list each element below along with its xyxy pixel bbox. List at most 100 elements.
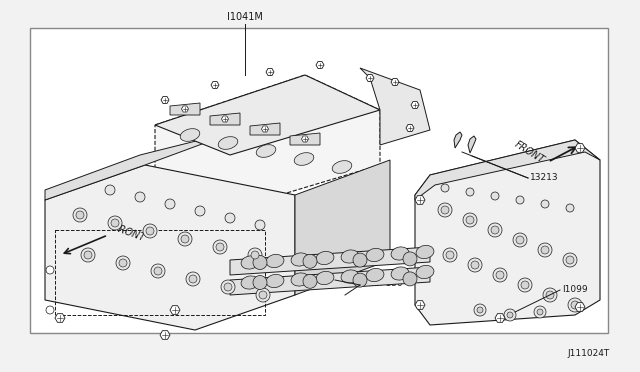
Circle shape [251,251,259,259]
Polygon shape [415,196,425,204]
Polygon shape [266,68,274,76]
Polygon shape [366,74,374,81]
Circle shape [477,307,483,313]
Circle shape [108,216,122,230]
Circle shape [76,211,84,219]
Text: I1041M: I1041M [227,12,263,22]
Circle shape [353,273,367,287]
Circle shape [443,248,457,262]
Circle shape [303,254,317,268]
Ellipse shape [341,250,359,263]
Circle shape [474,304,486,316]
Polygon shape [454,132,462,148]
Circle shape [521,281,529,289]
Polygon shape [411,102,419,109]
Polygon shape [391,78,399,86]
Polygon shape [155,75,380,155]
Polygon shape [290,133,320,145]
Circle shape [438,203,452,217]
Circle shape [186,272,200,286]
Ellipse shape [391,247,409,260]
Circle shape [441,206,449,214]
Ellipse shape [366,248,384,262]
Polygon shape [316,61,324,68]
Circle shape [568,298,582,312]
Circle shape [491,192,499,200]
Circle shape [256,288,270,302]
Circle shape [248,248,262,262]
Circle shape [216,243,224,251]
Polygon shape [45,130,240,200]
Text: FRONT: FRONT [513,139,546,165]
Polygon shape [262,126,269,132]
Polygon shape [170,306,180,314]
Circle shape [195,206,205,216]
Polygon shape [210,113,240,125]
Polygon shape [182,106,189,112]
Circle shape [466,188,474,196]
Polygon shape [415,301,425,310]
Circle shape [181,235,189,243]
Polygon shape [415,140,600,200]
Circle shape [253,276,267,289]
Polygon shape [161,97,169,103]
Ellipse shape [332,161,352,173]
Circle shape [441,184,449,192]
Circle shape [537,309,543,315]
Circle shape [111,219,119,227]
Text: I1099: I1099 [562,285,588,294]
Circle shape [116,256,130,270]
Circle shape [165,199,175,209]
Circle shape [468,258,482,272]
Circle shape [353,253,367,267]
Ellipse shape [291,273,309,286]
Circle shape [488,223,502,237]
Ellipse shape [218,137,238,149]
Circle shape [225,213,235,223]
Ellipse shape [366,269,384,282]
Text: 13213: 13213 [530,173,559,182]
Polygon shape [406,125,414,131]
Circle shape [518,278,532,292]
Circle shape [81,248,95,262]
Circle shape [84,251,92,259]
Bar [30,28,608,333]
Ellipse shape [341,270,359,283]
Circle shape [446,251,454,259]
Circle shape [566,204,574,212]
Polygon shape [295,160,390,295]
Ellipse shape [266,254,284,267]
Ellipse shape [316,272,334,285]
Circle shape [496,271,504,279]
Circle shape [463,213,477,227]
Circle shape [546,291,554,299]
Circle shape [538,243,552,257]
Ellipse shape [241,256,259,269]
Ellipse shape [316,251,334,264]
Polygon shape [170,103,200,115]
Circle shape [571,301,579,309]
Ellipse shape [294,153,314,165]
Circle shape [507,312,513,318]
Polygon shape [230,247,430,275]
Text: J111024T: J111024T [568,349,610,358]
Circle shape [466,216,474,224]
Polygon shape [468,136,476,153]
Circle shape [178,232,192,246]
Polygon shape [211,81,219,89]
Polygon shape [155,75,380,210]
Circle shape [516,196,524,204]
Ellipse shape [241,276,259,289]
Circle shape [255,220,265,230]
Polygon shape [230,267,430,295]
Circle shape [154,267,162,275]
Polygon shape [495,314,505,322]
Circle shape [213,240,227,254]
Circle shape [541,246,549,254]
Ellipse shape [256,145,276,157]
Polygon shape [575,144,585,152]
Circle shape [151,264,165,278]
Circle shape [516,236,524,244]
Circle shape [253,256,267,269]
Circle shape [491,226,499,234]
